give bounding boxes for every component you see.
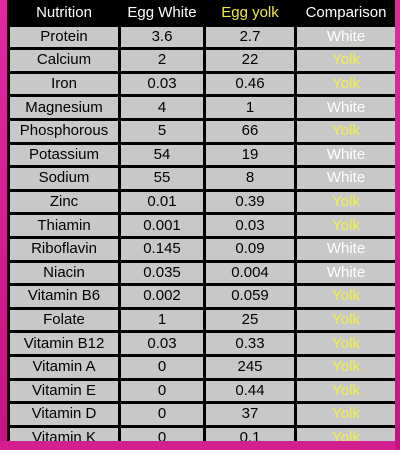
nutrient-cell: Potassium <box>10 144 118 166</box>
egg-white-cell: 0.01 <box>121 191 203 213</box>
egg-yolk-cell: 0.44 <box>206 380 294 402</box>
comparison-cell: Yolk <box>297 191 395 213</box>
nutrient-cell: Riboflavin <box>10 238 118 260</box>
comparison-cell: Yolk <box>297 73 395 95</box>
comparison-cell: Yolk <box>297 286 395 307</box>
egg-yolk-cell: 25 <box>206 309 294 331</box>
table-row: Niacin 0.035 0.004 White <box>10 262 395 284</box>
egg-yolk-cell: 8 <box>206 168 294 189</box>
comparison-cell: Yolk <box>297 120 395 142</box>
egg-yolk-cell: 0.03 <box>206 215 294 236</box>
egg-white-cell: 0.001 <box>121 215 203 236</box>
comparison-cell: White <box>297 26 395 48</box>
comparison-cell: White <box>297 238 395 260</box>
egg-yolk-cell: 245 <box>206 356 294 378</box>
nutrient-cell: Folate <box>10 309 118 331</box>
nutrient-cell: Iron <box>10 73 118 95</box>
egg-white-cell: 0.145 <box>121 238 203 260</box>
egg-white-cell: 2 <box>121 50 203 71</box>
egg-white-cell: 0 <box>121 404 203 425</box>
egg-white-cell: 0 <box>121 356 203 378</box>
comparison-cell: Yolk <box>297 404 395 425</box>
egg-white-cell: 0.035 <box>121 262 203 284</box>
egg-white-cell: 4 <box>121 97 203 118</box>
comparison-cell: White <box>297 262 395 284</box>
nutrient-cell: Magnesium <box>10 97 118 118</box>
table-body: Protein 3.6 2.7 White Calcium 2 22 Yolk Iron 0.03… <box>10 26 395 449</box>
table-row: Thiamin 0.001 0.03 Yolk <box>10 215 395 236</box>
bottom-border <box>0 441 400 450</box>
comparison-cell: Yolk <box>297 333 395 354</box>
egg-white-cell: 0.03 <box>121 73 203 95</box>
header-comparison: Comparison <box>297 3 395 24</box>
nutrient-cell: Sodium <box>10 168 118 189</box>
egg-white-cell: 0.03 <box>121 333 203 354</box>
egg-white-cell: 0.002 <box>121 286 203 307</box>
egg-yolk-cell: 0.46 <box>206 73 294 95</box>
nutrient-cell: Thiamin <box>10 215 118 236</box>
nutrient-cell: Phosphorous <box>10 120 118 142</box>
egg-yolk-cell: 66 <box>206 120 294 142</box>
nutrient-cell: Vitamin E <box>10 380 118 402</box>
nutrient-cell: Vitamin D <box>10 404 118 425</box>
egg-white-cell: 54 <box>121 144 203 166</box>
egg-yolk-cell: 0.33 <box>206 333 294 354</box>
nutrient-cell: Protein <box>10 26 118 48</box>
header-row: Nutrition Egg White Egg yolk Comparison <box>10 3 395 24</box>
egg-yolk-cell: 19 <box>206 144 294 166</box>
egg-yolk-cell: 0.09 <box>206 238 294 260</box>
nutrient-cell: Vitamin A <box>10 356 118 378</box>
header-nutrition: Nutrition <box>10 3 118 24</box>
table-row: Vitamin A 0 245 Yolk <box>10 356 395 378</box>
egg-yolk-cell: 0.004 <box>206 262 294 284</box>
egg-yolk-cell: 22 <box>206 50 294 71</box>
table-row: Phosphorous 5 66 Yolk <box>10 120 395 142</box>
table-row: Calcium 2 22 Yolk <box>10 50 395 71</box>
comparison-cell: White <box>297 168 395 189</box>
egg-yolk-cell: 1 <box>206 97 294 118</box>
comparison-cell: Yolk <box>297 215 395 236</box>
nutrient-cell: Vitamin B12 <box>10 333 118 354</box>
table-row: Folate 1 25 Yolk <box>10 309 395 331</box>
egg-white-cell: 0 <box>121 380 203 402</box>
table-row: Protein 3.6 2.7 White <box>10 26 395 48</box>
header-egg-yolk: Egg yolk <box>206 3 294 24</box>
comparison-cell: White <box>297 144 395 166</box>
nutrient-cell: Calcium <box>10 50 118 71</box>
egg-yolk-cell: 0.39 <box>206 191 294 213</box>
egg-white-cell: 55 <box>121 168 203 189</box>
table-row: Magnesium 4 1 White <box>10 97 395 118</box>
comparison-cell: White <box>297 97 395 118</box>
egg-yolk-cell: 2.7 <box>206 26 294 48</box>
comparison-cell: Yolk <box>297 356 395 378</box>
nutrient-cell: Zinc <box>10 191 118 213</box>
comparison-cell: Yolk <box>297 380 395 402</box>
table-row: Iron 0.03 0.46 Yolk <box>10 73 395 95</box>
table-row: Vitamin E 0 0.44 Yolk <box>10 380 395 402</box>
comparison-cell: Yolk <box>297 50 395 71</box>
table-row: Potassium 54 19 White <box>10 144 395 166</box>
table-row: Vitamin B12 0.03 0.33 Yolk <box>10 333 395 354</box>
table-row: Vitamin D 0 37 Yolk <box>10 404 395 425</box>
egg-white-cell: 3.6 <box>121 26 203 48</box>
table-row: Sodium 55 8 White <box>10 168 395 189</box>
egg-white-cell: 5 <box>121 120 203 142</box>
table-row: Riboflavin 0.145 0.09 White <box>10 238 395 260</box>
table-row: Zinc 0.01 0.39 Yolk <box>10 191 395 213</box>
egg-white-cell: 1 <box>121 309 203 331</box>
nutrient-cell: Vitamin B6 <box>10 286 118 307</box>
nutrition-table: Nutrition Egg White Egg yolk Comparison … <box>7 0 398 450</box>
nutrient-cell: Niacin <box>10 262 118 284</box>
comparison-cell: Yolk <box>297 309 395 331</box>
egg-yolk-cell: 37 <box>206 404 294 425</box>
egg-yolk-cell: 0.059 <box>206 286 294 307</box>
table-row: Vitamin B6 0.002 0.059 Yolk <box>10 286 395 307</box>
header-egg-white: Egg White <box>121 3 203 24</box>
